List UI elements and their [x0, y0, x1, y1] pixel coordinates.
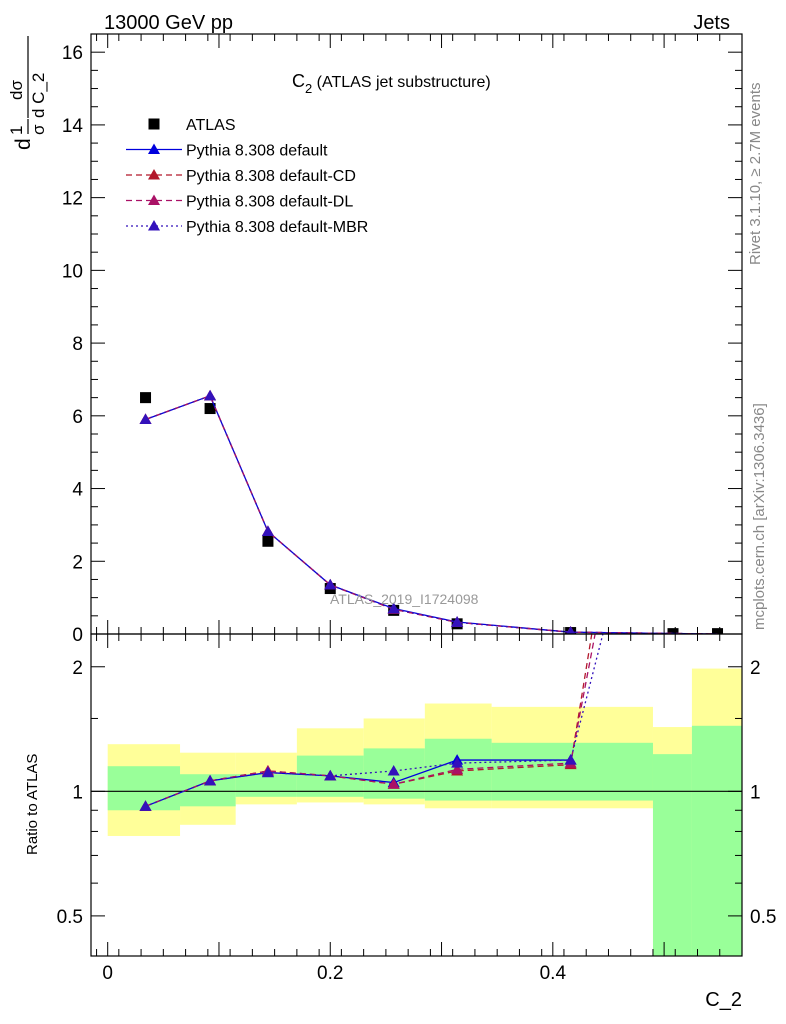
header-left: 13000 GeV pp — [104, 12, 233, 34]
y-tick-label: 4 — [72, 480, 83, 501]
y-tick-label: 12 — [62, 189, 83, 210]
band-green-2 — [235, 774, 297, 797]
header-right: Jets — [693, 12, 730, 34]
main-panel: 0 2 4 6 8 10 12 14 16 — [62, 33, 743, 646]
y-tick-label: 6 — [72, 407, 83, 428]
y-tick-label: 0 — [72, 625, 83, 646]
series-marker-4 — [139, 413, 152, 424]
ratio-marker-3 — [139, 800, 152, 811]
ratio-y-tick-label: 1 — [72, 782, 83, 803]
atlas-point — [204, 403, 216, 415]
rivet-label: Rivet 3.1.10, ≥ 2.7M events — [747, 83, 764, 266]
ratio-series-group — [139, 634, 604, 811]
y-tick-label: 14 — [62, 116, 84, 137]
series-marker-4 — [204, 389, 217, 401]
legend-marker — [148, 194, 160, 205]
y-tick-label: 16 — [62, 43, 83, 64]
band-green-0 — [107, 766, 181, 811]
y-tick-label: 2 — [72, 552, 83, 573]
ratio-marker-2 — [387, 778, 400, 789]
legend-label: Pythia 8.308 default-CD — [186, 168, 356, 185]
analysis-watermark: ATLAS_2019_I1724098 — [330, 591, 479, 607]
ratio-marker-3 — [451, 757, 464, 768]
y-tick-label: 8 — [72, 334, 83, 355]
ratio-marker-3 — [324, 769, 337, 781]
band-green-7 — [652, 754, 692, 956]
atlas-point — [140, 392, 152, 404]
series-marker-4 — [387, 602, 400, 614]
ratio-marker-2 — [451, 763, 464, 774]
ratio-ylabel: Ratio to ATLAS — [24, 754, 41, 855]
ratio-y-tick-label-right: 0.5 — [750, 907, 776, 928]
atlas-point — [667, 628, 679, 634]
title-rest: (ATLAS jet substructure) — [312, 74, 490, 91]
ylabel-dvar: d C_2 — [29, 73, 48, 118]
legend-marker — [148, 220, 160, 231]
ratio-marker-3 — [204, 774, 217, 786]
ratio-y-tick-label-right: 1 — [750, 782, 761, 803]
title-main: C — [292, 71, 305, 91]
main-ylabel: d 1 σ dσ d C_2 — [7, 36, 48, 150]
ratio-line-2 — [145, 634, 596, 807]
legend-marker-atlas — [148, 118, 160, 130]
y-tick-label: 10 — [62, 261, 83, 282]
series-marker-4 — [451, 616, 464, 627]
ratio-y-tick-label: 0.5 — [57, 907, 83, 928]
legend: ATLAS Pythia 8.308 default Pythia 8.308 de… — [126, 117, 368, 236]
legend-marker — [148, 169, 160, 180]
ratio-y-tick-label-right: 2 — [750, 658, 761, 679]
ratio-marker-3 — [261, 766, 274, 778]
ratio-marker-3 — [387, 764, 400, 776]
ylabel-dsigma: dσ — [7, 80, 26, 100]
ylabel-one: 1 — [7, 126, 26, 135]
ratio-frame — [90, 633, 743, 957]
band-green-8 — [691, 725, 742, 956]
x-tick-label: 0.2 — [317, 963, 343, 984]
series-marker-4 — [261, 525, 274, 536]
title-sub: 2 — [305, 81, 312, 96]
legend-label: Pythia 8.308 default-DL — [186, 194, 353, 211]
x-tick-label: 0 — [102, 963, 113, 984]
mcplots-label: mcplots.cern.ch [arXiv:1306.3436] — [751, 403, 768, 630]
ratio-panel: 0 0.2 0.4 0.5 0.5 1 1 2 2 — [57, 633, 776, 984]
series-marker-4 — [566, 626, 576, 634]
ylabel-d: d — [12, 138, 35, 150]
x-tick-label: 0.4 — [540, 963, 567, 984]
series-marker-4 — [324, 578, 337, 590]
ylabel-sigma: σ — [29, 124, 48, 135]
legend-marker — [148, 143, 160, 154]
atlas-point — [712, 628, 724, 634]
ratio-marker-3 — [564, 754, 577, 765]
plot-title: C2 (ATLAS jet substructure) — [292, 71, 491, 96]
legend-label: Pythia 8.308 default — [186, 143, 328, 160]
x-axis-label: C_2 — [705, 989, 742, 1011]
legend-label: Pythia 8.308 default-MBR — [186, 219, 368, 236]
series-line-4 — [145, 394, 718, 634]
atlas-point — [262, 535, 274, 547]
ratio-y-tick-label: 2 — [72, 658, 83, 679]
main-series-group — [139, 389, 724, 634]
legend-label: ATLAS — [186, 117, 236, 134]
